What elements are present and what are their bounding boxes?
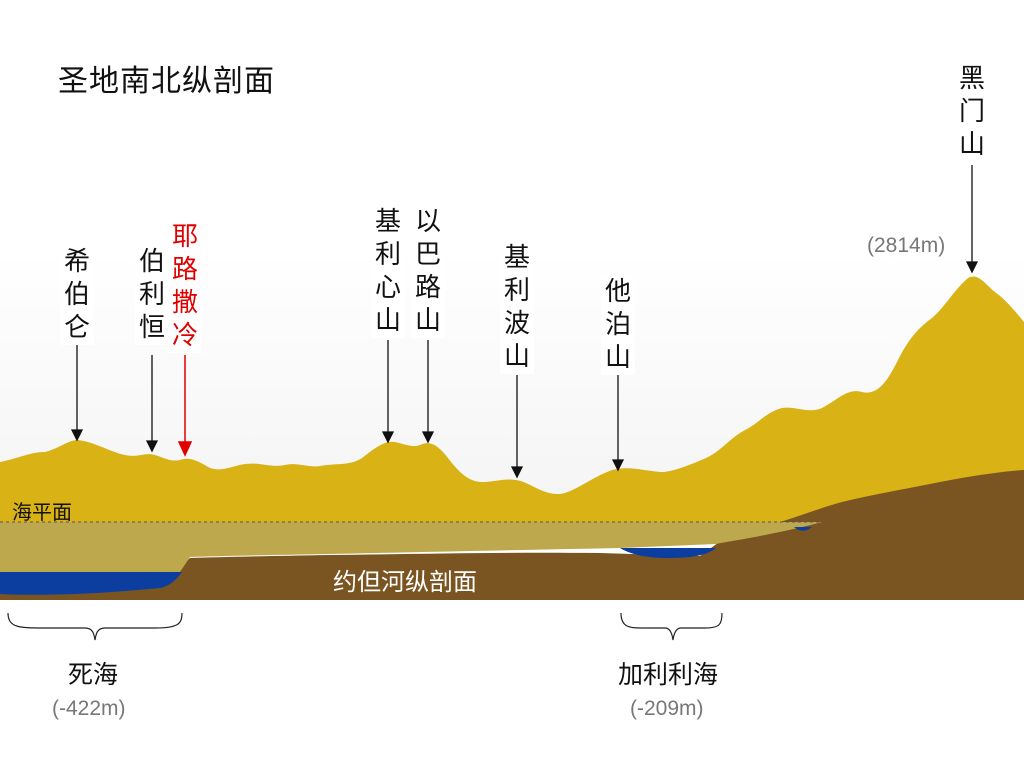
label-jerusalem: 耶路撒冷 [168,221,202,353]
jerusalem-arrowhead [177,441,193,457]
hula-lake-water [794,527,812,531]
dead-sea-water [0,572,182,595]
label-hermon: 黑门山 [955,63,989,162]
sea-level-label: 海平面 [12,500,72,524]
diagram-title: 圣地南北纵剖面 [58,64,275,99]
dead-sea-brace [7,612,183,641]
below-sea-level-band [0,522,822,572]
hebron-arrowhead [70,429,84,442]
ebal-arrowhead [421,431,435,444]
bethlehem-arrowhead [145,440,159,453]
galilee-altitude: (-209m) [630,697,704,720]
dead-sea-altitude: (-422m) [52,697,126,720]
label-gilboa: 基利波山 [500,242,534,374]
jordan-profile-label: 约但河纵剖面 [333,568,477,596]
hermon-arrowhead [965,261,979,274]
jordan-valley-body [0,470,1024,600]
mountain-profile [0,276,1024,522]
label-hebron: 希伯仑 [60,246,94,345]
galilee-name: 加利利海 [618,660,719,689]
jerusalem-pointer [177,355,193,457]
dead-sea-name: 死海 [68,660,119,689]
label-ebal: 以巴路山 [411,206,445,338]
tabor-arrowhead [611,459,625,472]
galilee-brace [620,612,723,641]
label-gerizim: 基利心山 [371,206,405,338]
label-tabor: 他泊山 [601,276,635,375]
label-bethlehem: 伯利恒 [135,246,169,345]
pointer-arrows [70,165,979,479]
hermon-altitude: (2814m) [867,234,946,257]
gerizim-arrowhead [381,431,395,444]
galilee-water [620,548,716,558]
gilboa-arrowhead [510,466,524,479]
